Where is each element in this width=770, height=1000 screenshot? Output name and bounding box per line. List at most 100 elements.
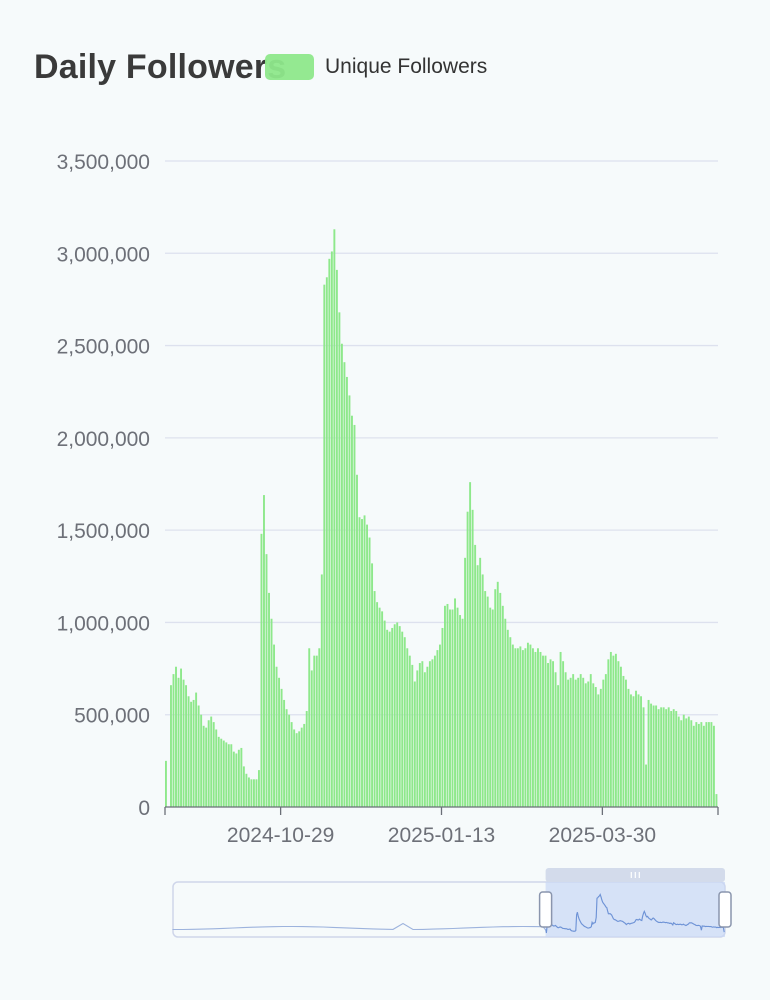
bar[interactable]	[604, 674, 607, 807]
bar-series[interactable]	[165, 229, 718, 808]
bar[interactable]	[715, 794, 718, 807]
bar[interactable]	[469, 482, 472, 807]
bar[interactable]	[456, 607, 459, 807]
bar[interactable]	[433, 655, 436, 807]
bar[interactable]	[569, 677, 572, 807]
bar[interactable]	[300, 727, 303, 807]
bar[interactable]	[597, 694, 600, 807]
bar[interactable]	[652, 705, 655, 807]
bar[interactable]	[195, 692, 198, 807]
bar[interactable]	[170, 685, 172, 807]
bar[interactable]	[710, 722, 713, 807]
bar[interactable]	[386, 629, 389, 807]
bar[interactable]	[290, 722, 293, 807]
bar[interactable]	[406, 648, 409, 807]
bar[interactable]	[391, 627, 394, 807]
bar[interactable]	[464, 557, 467, 807]
bar[interactable]	[524, 648, 527, 807]
bar[interactable]	[559, 651, 562, 807]
bar[interactable]	[288, 714, 291, 807]
bar[interactable]	[506, 629, 509, 807]
bar[interactable]	[574, 679, 577, 807]
bar[interactable]	[202, 725, 205, 807]
bar[interactable]	[381, 611, 384, 807]
bar[interactable]	[491, 609, 494, 807]
bar[interactable]	[479, 557, 482, 807]
bar[interactable]	[622, 675, 625, 807]
bar[interactable]	[318, 648, 321, 807]
bar[interactable]	[175, 666, 177, 807]
bar[interactable]	[197, 705, 200, 807]
bar[interactable]	[305, 711, 308, 807]
bar[interactable]	[413, 681, 416, 807]
bar[interactable]	[303, 723, 306, 807]
bar[interactable]	[418, 663, 421, 807]
bar[interactable]	[700, 722, 703, 807]
bar[interactable]	[587, 681, 590, 807]
bar[interactable]	[687, 716, 690, 807]
bar[interactable]	[373, 591, 376, 807]
bar[interactable]	[665, 709, 668, 807]
bar[interactable]	[177, 677, 180, 807]
bar[interactable]	[323, 284, 326, 807]
bar[interactable]	[584, 683, 587, 807]
bar[interactable]	[295, 733, 298, 807]
bar[interactable]	[599, 688, 602, 807]
bar[interactable]	[398, 626, 401, 807]
bar[interactable]	[707, 722, 710, 807]
bar[interactable]	[356, 474, 358, 807]
bar[interactable]	[335, 269, 338, 807]
bar[interactable]	[270, 618, 273, 807]
bar[interactable]	[242, 766, 245, 807]
bar[interactable]	[577, 677, 580, 807]
bar[interactable]	[371, 563, 374, 807]
bar[interactable]	[298, 731, 301, 807]
bar[interactable]	[172, 674, 175, 807]
bar[interactable]	[408, 655, 411, 807]
bar[interactable]	[240, 747, 243, 807]
bar[interactable]	[217, 736, 220, 807]
bar[interactable]	[220, 738, 223, 807]
bar[interactable]	[484, 591, 487, 807]
bar[interactable]	[494, 589, 497, 807]
bar[interactable]	[192, 699, 195, 807]
bar[interactable]	[200, 714, 203, 807]
bar[interactable]	[431, 659, 434, 807]
bar[interactable]	[690, 720, 693, 807]
bar[interactable]	[265, 554, 268, 807]
bar[interactable]	[564, 672, 567, 807]
bar[interactable]	[263, 495, 265, 807]
bar[interactable]	[509, 637, 512, 807]
bar[interactable]	[630, 694, 632, 807]
bar[interactable]	[650, 703, 653, 807]
bar[interactable]	[592, 683, 595, 807]
bar[interactable]	[627, 688, 630, 807]
bar[interactable]	[474, 544, 477, 807]
bar[interactable]	[489, 607, 492, 807]
bar[interactable]	[351, 415, 353, 807]
bar[interactable]	[315, 655, 318, 807]
zoom-handle-left[interactable]	[538, 891, 553, 928]
bar[interactable]	[516, 648, 519, 807]
bar[interactable]	[529, 644, 532, 807]
bar[interactable]	[466, 511, 469, 807]
bar[interactable]	[667, 707, 670, 807]
bar[interactable]	[521, 650, 524, 807]
bar[interactable]	[358, 517, 361, 807]
bar[interactable]	[185, 685, 188, 807]
bar[interactable]	[308, 648, 311, 807]
bar[interactable]	[205, 727, 208, 807]
bar[interactable]	[637, 694, 640, 807]
bar[interactable]	[378, 607, 381, 807]
bar[interactable]	[182, 679, 185, 807]
bar[interactable]	[230, 744, 233, 807]
bar[interactable]	[416, 670, 419, 807]
zoom-selection[interactable]	[545, 882, 725, 937]
bar[interactable]	[557, 685, 560, 807]
bar[interactable]	[632, 696, 635, 807]
bar[interactable]	[544, 655, 547, 807]
bar[interactable]	[526, 642, 529, 807]
bar[interactable]	[252, 779, 255, 807]
bar[interactable]	[619, 666, 622, 807]
bar[interactable]	[542, 655, 544, 807]
